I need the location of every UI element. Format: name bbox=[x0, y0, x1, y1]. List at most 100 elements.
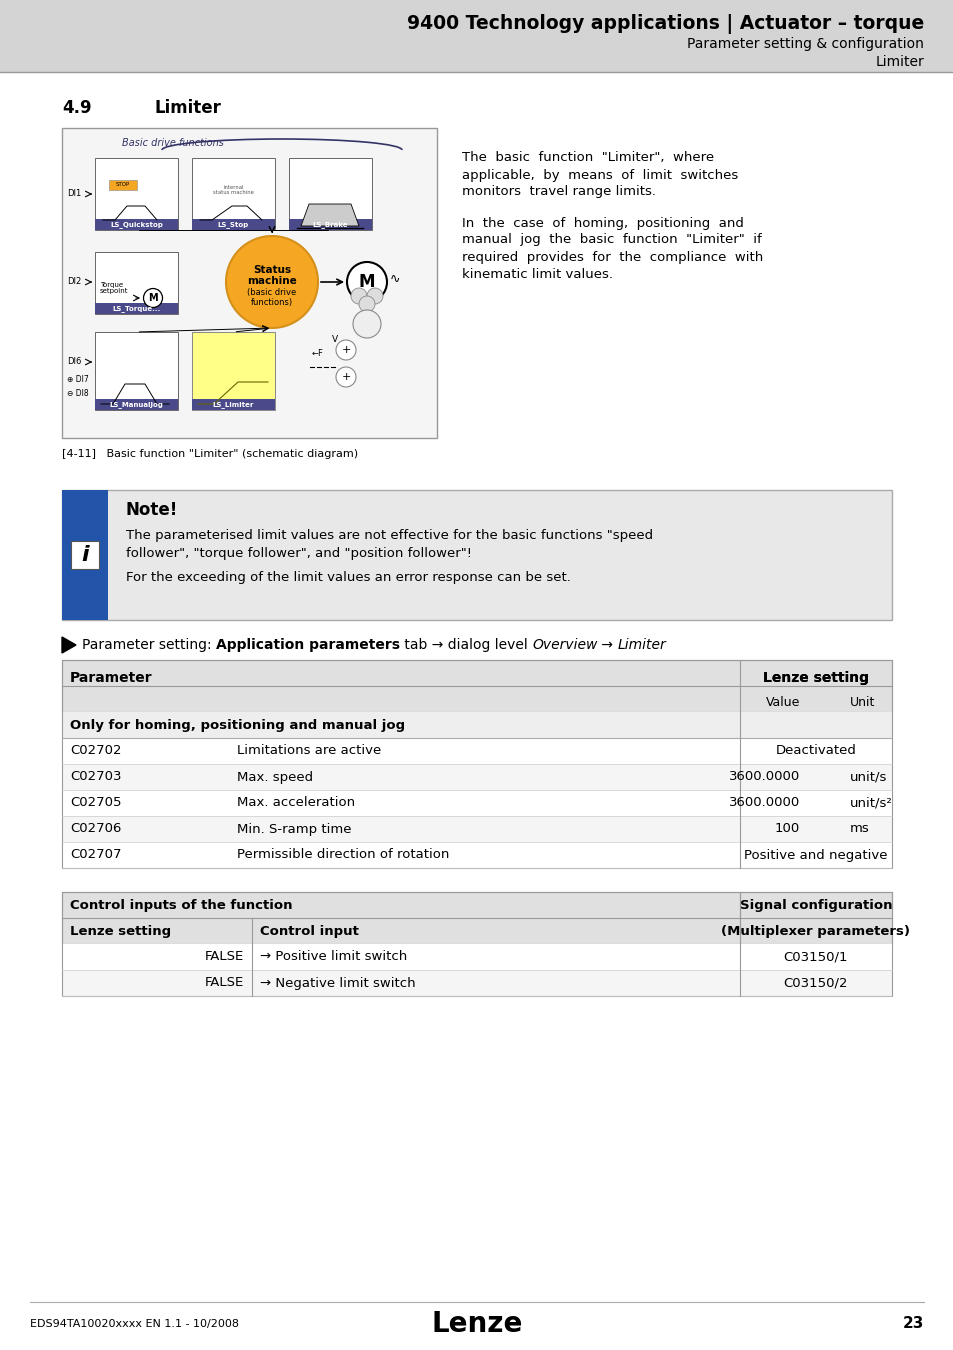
Text: Lenze: Lenze bbox=[431, 1310, 522, 1338]
Bar bbox=[62, 971, 891, 996]
Circle shape bbox=[347, 262, 387, 302]
Bar bbox=[289, 219, 372, 230]
Text: 3600.0000: 3600.0000 bbox=[728, 796, 800, 810]
Bar bbox=[62, 842, 891, 868]
Bar bbox=[95, 332, 178, 410]
Bar bbox=[62, 660, 891, 711]
Circle shape bbox=[353, 310, 380, 338]
Bar bbox=[95, 252, 178, 315]
Circle shape bbox=[367, 288, 382, 304]
Bar bbox=[192, 400, 274, 410]
Text: Lenze setting: Lenze setting bbox=[70, 925, 171, 937]
Text: LS_Brake: LS_Brake bbox=[313, 221, 348, 228]
Text: Lenze setting: Lenze setting bbox=[762, 671, 868, 686]
Text: Control input: Control input bbox=[260, 925, 358, 937]
Text: FALSE: FALSE bbox=[205, 950, 244, 964]
Text: C02706: C02706 bbox=[70, 822, 121, 836]
Text: (basic drive: (basic drive bbox=[247, 289, 296, 297]
Text: Positive and negative: Positive and negative bbox=[743, 849, 887, 861]
Text: internal
status machine: internal status machine bbox=[213, 185, 253, 196]
Text: Only for homing, positioning and manual jog: Only for homing, positioning and manual … bbox=[70, 718, 405, 732]
Bar bbox=[62, 815, 891, 842]
Text: C03150/1: C03150/1 bbox=[783, 950, 847, 964]
Bar bbox=[62, 790, 891, 815]
Text: Permissible direction of rotation: Permissible direction of rotation bbox=[236, 849, 449, 861]
Text: Lenze setting: Lenze setting bbox=[762, 671, 868, 686]
Text: Parameter setting & configuration: Parameter setting & configuration bbox=[686, 36, 923, 51]
Text: 9400 Technology applications | Actuator – torque: 9400 Technology applications | Actuator … bbox=[406, 14, 923, 34]
Text: Parameter setting:: Parameter setting: bbox=[82, 639, 215, 652]
Text: i: i bbox=[81, 545, 89, 566]
Text: C03150/2: C03150/2 bbox=[783, 976, 847, 990]
Text: → Negative limit switch: → Negative limit switch bbox=[260, 976, 416, 990]
Polygon shape bbox=[301, 204, 358, 225]
Text: EDS94TA10020xxxx EN 1.1 - 10/2008: EDS94TA10020xxxx EN 1.1 - 10/2008 bbox=[30, 1319, 239, 1328]
Bar bbox=[62, 490, 891, 620]
Text: C02703: C02703 bbox=[70, 771, 121, 783]
Text: In  the  case  of  homing,  positioning  and: In the case of homing, positioning and bbox=[461, 216, 743, 230]
Bar bbox=[62, 711, 891, 738]
Text: Limiter: Limiter bbox=[874, 55, 923, 69]
Bar bbox=[289, 158, 372, 230]
Text: ms: ms bbox=[849, 822, 869, 836]
Bar bbox=[192, 332, 274, 410]
Text: Basic drive functions: Basic drive functions bbox=[122, 138, 224, 148]
Bar bbox=[62, 892, 891, 996]
Polygon shape bbox=[62, 637, 76, 653]
Text: The  basic  function  "Limiter",  where: The basic function "Limiter", where bbox=[461, 151, 714, 165]
Text: DI1: DI1 bbox=[67, 189, 81, 198]
Text: applicable,  by  means  of  limit  switches: applicable, by means of limit switches bbox=[461, 169, 738, 181]
Text: DI2: DI2 bbox=[67, 278, 81, 286]
Bar bbox=[62, 944, 891, 971]
Bar bbox=[62, 764, 891, 790]
Text: LS_Stop: LS_Stop bbox=[217, 221, 249, 228]
Text: required  provides  for  the  compliance  with: required provides for the compliance wit… bbox=[461, 251, 762, 263]
Text: tab → dialog level: tab → dialog level bbox=[399, 639, 532, 652]
Circle shape bbox=[335, 367, 355, 387]
Bar bbox=[62, 128, 436, 437]
Bar bbox=[0, 0, 953, 72]
Circle shape bbox=[351, 288, 367, 304]
Text: Limitations are active: Limitations are active bbox=[236, 744, 381, 757]
Text: unit/s: unit/s bbox=[849, 771, 886, 783]
Text: +: + bbox=[341, 346, 351, 355]
Text: 3600.0000: 3600.0000 bbox=[728, 771, 800, 783]
Text: DI6: DI6 bbox=[67, 358, 81, 366]
Text: Min. S-ramp time: Min. S-ramp time bbox=[236, 822, 351, 836]
Bar bbox=[62, 738, 891, 764]
Text: Application parameters: Application parameters bbox=[215, 639, 399, 652]
Bar bbox=[95, 302, 178, 315]
Bar bbox=[109, 180, 137, 190]
Text: The parameterised limit values are not effective for the basic functions "speed: The parameterised limit values are not e… bbox=[126, 528, 653, 541]
Text: Limiter: Limiter bbox=[154, 99, 222, 117]
Text: Limiter: Limiter bbox=[618, 639, 666, 652]
Text: LS_Quickstop: LS_Quickstop bbox=[110, 221, 163, 228]
Text: LS_ManualJog: LS_ManualJog bbox=[110, 401, 163, 408]
Bar bbox=[95, 400, 178, 410]
Text: 100: 100 bbox=[774, 822, 800, 836]
Text: LS_Torque...: LS_Torque... bbox=[112, 305, 160, 312]
Text: ⊖ DI8: ⊖ DI8 bbox=[67, 390, 89, 398]
Bar bbox=[192, 219, 274, 230]
Bar bbox=[62, 660, 891, 711]
Text: ⊕ DI7: ⊕ DI7 bbox=[67, 375, 89, 385]
Bar bbox=[192, 158, 274, 230]
Text: Unit: Unit bbox=[849, 697, 875, 709]
Text: Note!: Note! bbox=[126, 501, 178, 518]
Text: FALSE: FALSE bbox=[205, 976, 244, 990]
Text: C02702: C02702 bbox=[70, 744, 121, 757]
Bar bbox=[71, 541, 99, 568]
Text: Status: Status bbox=[253, 265, 291, 275]
Text: 23: 23 bbox=[902, 1316, 923, 1331]
Text: +: + bbox=[341, 373, 351, 382]
Circle shape bbox=[358, 296, 375, 312]
Text: Max. speed: Max. speed bbox=[236, 771, 313, 783]
Text: Value: Value bbox=[765, 697, 800, 709]
Text: Parameter: Parameter bbox=[70, 671, 152, 686]
Text: machine: machine bbox=[247, 275, 296, 286]
Text: unit/s²: unit/s² bbox=[849, 796, 892, 810]
Text: ←F: ←F bbox=[312, 350, 324, 359]
Text: M: M bbox=[148, 293, 157, 302]
Bar bbox=[95, 219, 178, 230]
Text: [4-11]   Basic function "Limiter" (schematic diagram): [4-11] Basic function "Limiter" (schemat… bbox=[62, 450, 357, 459]
